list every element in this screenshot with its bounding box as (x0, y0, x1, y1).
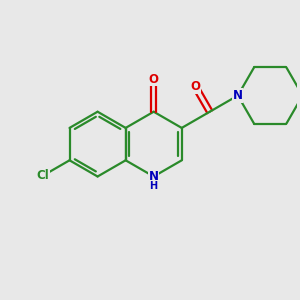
Text: O: O (190, 80, 200, 93)
Text: H: H (150, 181, 158, 191)
Text: O: O (149, 73, 159, 86)
Text: N: N (149, 170, 159, 183)
Text: Cl: Cl (37, 169, 49, 182)
Text: N: N (233, 89, 243, 102)
